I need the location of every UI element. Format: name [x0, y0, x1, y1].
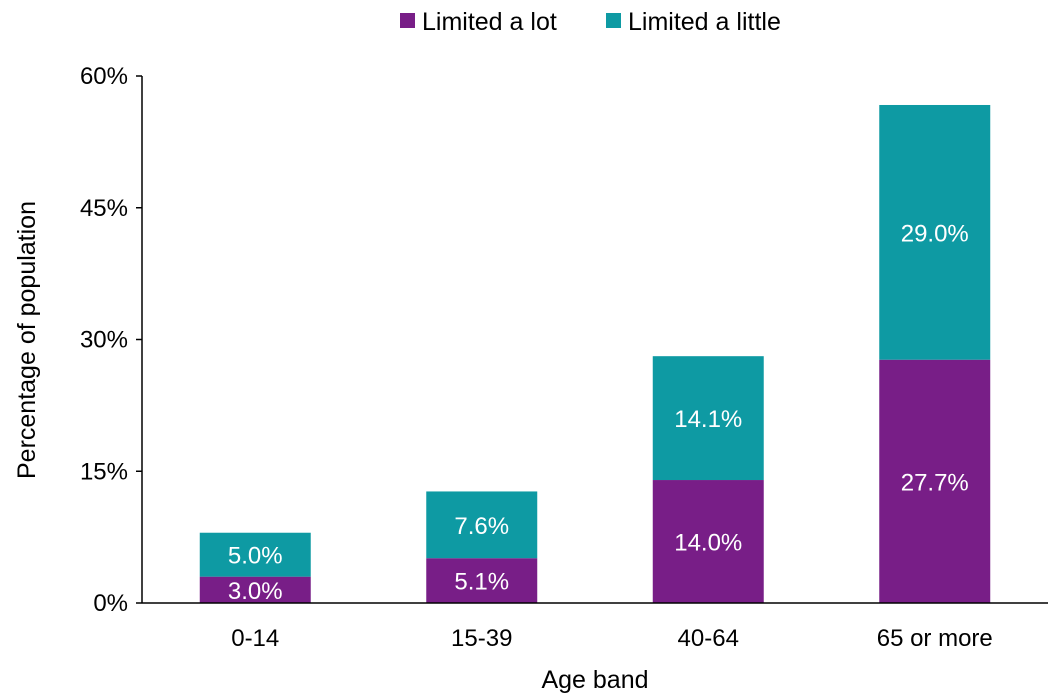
legend-label-limited-a-little: Limited a little — [628, 8, 781, 36]
y-tick-label: 15% — [80, 458, 128, 485]
x-tick-label: 65 or more — [877, 625, 993, 652]
bars-group: 3.0% 5.0% 5.1% 7.6% 14.0% 14.1% 27.7% 29.0% — [199, 104, 991, 605]
bar-limited-a-lot — [199, 576, 311, 603]
bar-limited-a-lot — [652, 480, 764, 603]
x-tick-label: 40-64 — [678, 625, 739, 652]
y-tick-label: 60% — [80, 63, 128, 90]
legend-swatch-limited-a-little — [606, 13, 621, 28]
legend: Limited a lot Limited a little — [400, 8, 781, 36]
bar-limited-a-little — [879, 104, 991, 360]
y-tick-label: 0% — [93, 590, 128, 617]
bar-limited-a-lot — [879, 359, 991, 603]
y-axis: 0% 15% 30% 45% 60% — [80, 63, 143, 617]
data-label-limited-a-lot: 3.0% — [228, 578, 283, 605]
x-axis: 0-14 15-39 40-64 65 or more — [142, 602, 1048, 652]
data-label-limited-a-little: 5.0% — [228, 543, 283, 570]
x-tick-label: 0-14 — [231, 625, 279, 652]
bar-limited-a-little — [199, 532, 311, 577]
bar-limited-a-little — [426, 491, 538, 559]
data-label-limited-a-lot: 14.0% — [674, 530, 742, 557]
data-label-limited-a-lot: 5.1% — [454, 569, 509, 596]
data-label-limited-a-little: 14.1% — [674, 406, 742, 433]
data-label-limited-a-lot: 27.7% — [901, 469, 969, 496]
x-axis-title: Age band — [541, 666, 648, 694]
y-tick-label: 30% — [80, 327, 128, 354]
bar-limited-a-lot — [426, 558, 538, 603]
legend-label-limited-a-lot: Limited a lot — [422, 8, 557, 36]
y-axis-title: Percentage of population — [13, 201, 41, 479]
x-tick-label: 15-39 — [451, 625, 512, 652]
data-label-limited-a-little: 7.6% — [454, 513, 509, 540]
y-tick-label: 45% — [80, 195, 128, 222]
data-label-limited-a-little: 29.0% — [901, 220, 969, 247]
legend-swatch-limited-a-lot — [400, 13, 415, 28]
bar-limited-a-little — [652, 356, 764, 481]
